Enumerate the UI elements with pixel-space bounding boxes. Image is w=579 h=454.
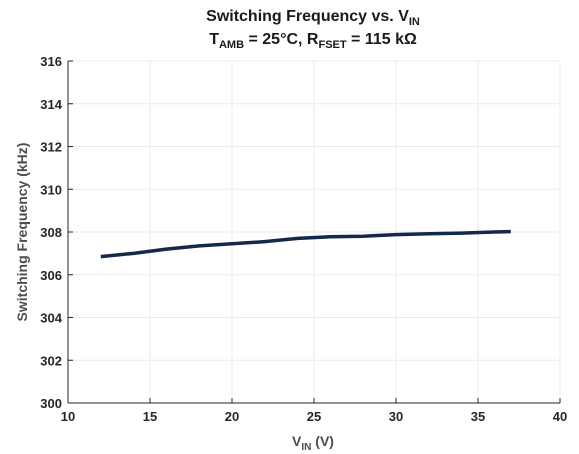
- y-tick-label: 304: [40, 311, 62, 326]
- x-tick-label: 40: [553, 409, 567, 424]
- y-tick-label: 302: [40, 353, 62, 368]
- x-tick-label: 35: [471, 409, 485, 424]
- y-tick-labels: 300 302 304 306 308 310 312 314 316: [40, 54, 62, 411]
- x-tick-label: 25: [307, 409, 321, 424]
- series-line-0: [100, 229, 511, 259]
- y-tick-label: 314: [40, 97, 62, 112]
- y-tick-label: 306: [40, 268, 62, 283]
- y-tick-label: 316: [40, 54, 62, 69]
- x-tick-label: 30: [389, 409, 403, 424]
- y-tick-label: 312: [40, 140, 62, 155]
- y-tick-label: 300: [40, 396, 62, 411]
- x-tick-label: 10: [61, 409, 75, 424]
- x-tick-labels: 10 15 20 25 30 35 40: [61, 409, 567, 424]
- y-axis-label: Switching Frequency (kHz): [14, 143, 30, 322]
- chart-title-line-1: Switching Frequency vs. VIN: [206, 8, 420, 28]
- y-tick-label: 308: [40, 225, 62, 240]
- x-tick-label: 20: [225, 409, 239, 424]
- series-group: [100, 229, 511, 259]
- chart-title-line-2: TAMB = 25°C, RFSET = 115 kΩ: [209, 31, 417, 51]
- x-tick-label: 15: [143, 409, 157, 424]
- axes: [67, 60, 561, 404]
- x-axis-label: VIN (V): [292, 433, 334, 453]
- y-tick-label: 310: [40, 182, 62, 197]
